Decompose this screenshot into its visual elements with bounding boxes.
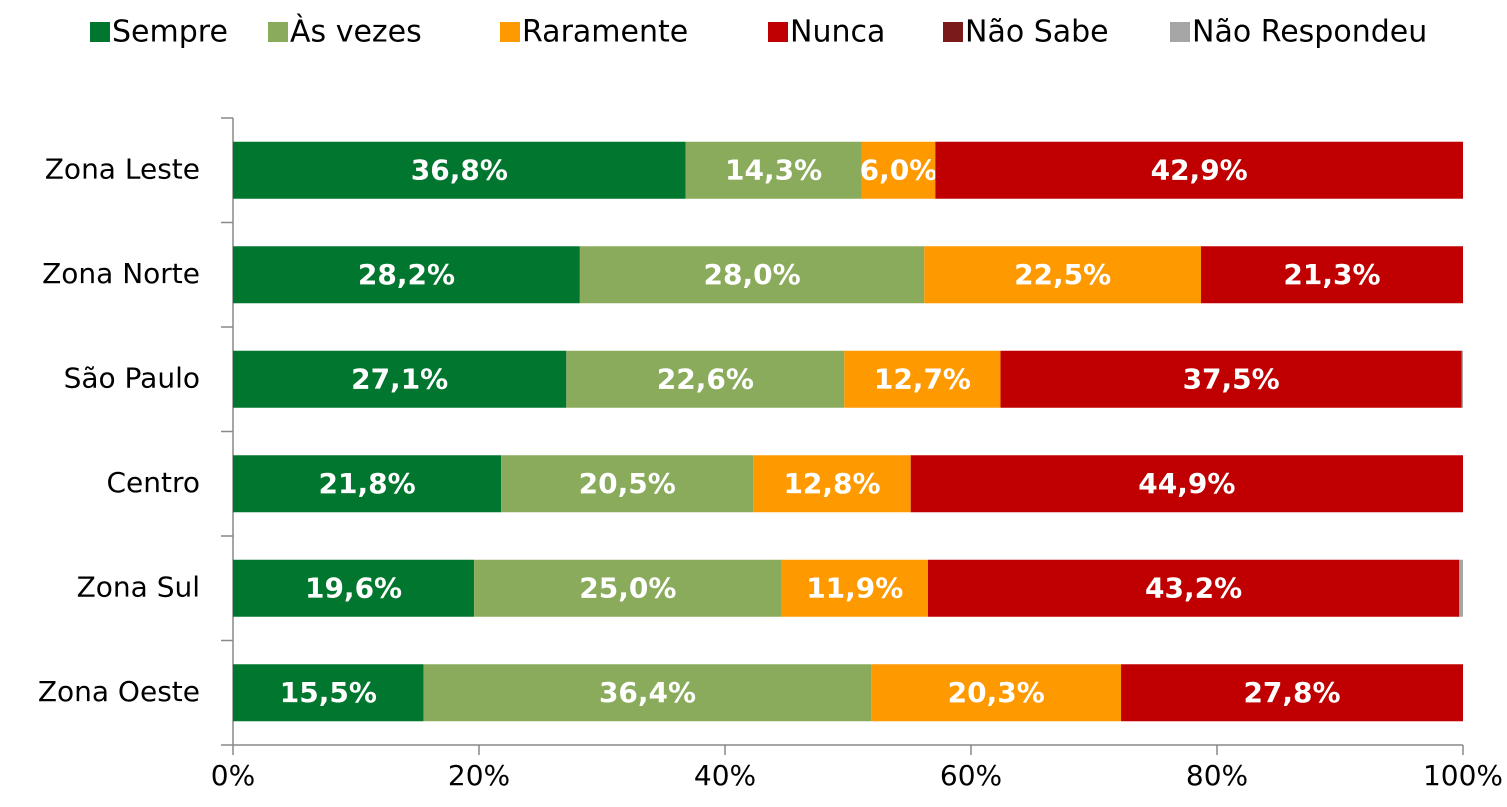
category-label: Zona Norte [42, 257, 200, 290]
bar-segment [924, 246, 1202, 304]
legend-label: Raramente [522, 15, 688, 50]
value-label: 20,3% [948, 676, 1045, 709]
legend-label: Às vezes [290, 14, 422, 50]
bar-segment [423, 664, 872, 722]
value-label: 11,9% [806, 571, 903, 604]
value-label: 22,6% [657, 362, 754, 395]
bar-segment [844, 350, 1001, 408]
bar-segment [935, 141, 1463, 199]
legend-swatch [943, 22, 963, 42]
legend-swatch [500, 22, 520, 42]
bar-segment [233, 141, 686, 199]
value-label: 12,8% [783, 467, 880, 500]
category-label: Zona Sul [77, 570, 200, 603]
bar-segment [233, 455, 502, 513]
bar-segment [910, 455, 1463, 513]
value-label: 28,2% [358, 258, 455, 291]
value-label: 25,0% [579, 571, 676, 604]
bar-segment [474, 559, 782, 617]
legend-label: Nunca [790, 15, 885, 50]
legend-swatch [268, 22, 288, 42]
category-label: São Paulo [64, 361, 200, 394]
value-label: 21,8% [318, 467, 415, 500]
legend-swatch [768, 22, 788, 42]
bar-segment [871, 664, 1122, 722]
legend-swatch [90, 22, 110, 42]
x-tick-label: 20% [448, 759, 510, 792]
value-label: 42,9% [1151, 153, 1248, 186]
x-tick-label: 0% [211, 759, 255, 792]
value-label: 6,0% [860, 153, 938, 186]
category-label: Zona Oeste [38, 675, 200, 708]
value-label: 14,3% [725, 153, 822, 186]
value-label: 43,2% [1145, 571, 1242, 604]
value-label: 27,1% [351, 362, 448, 395]
bar-segment [233, 246, 580, 304]
value-label: 12,7% [874, 362, 971, 395]
category-label: Centro [106, 466, 200, 499]
value-label: 36,8% [411, 153, 508, 186]
legend-label: Sempre [112, 15, 228, 50]
bar-segment [501, 455, 754, 513]
x-tick-label: 100% [1423, 759, 1503, 792]
bar-segment [927, 559, 1460, 617]
bar-segment [233, 664, 424, 722]
value-label: 27,8% [1243, 676, 1340, 709]
bar-segment [233, 559, 475, 617]
value-label: 37,5% [1183, 362, 1280, 395]
bar-segment [579, 246, 925, 304]
bar-segment [566, 350, 845, 408]
value-label: 22,5% [1014, 258, 1111, 291]
bar-segment [753, 455, 911, 513]
value-label: 44,9% [1138, 467, 1235, 500]
value-label: 21,3% [1283, 258, 1380, 291]
bar-segment [861, 141, 936, 199]
bar-segment [1000, 350, 1462, 408]
bar-segment [1121, 664, 1463, 722]
bar-segment [781, 559, 928, 617]
x-tick-label: 40% [694, 759, 756, 792]
bar-segment [1459, 559, 1463, 617]
bar-segment [1201, 246, 1463, 304]
bar-segment [1461, 350, 1463, 408]
x-tick-label: 80% [1186, 759, 1248, 792]
value-label: 28,0% [703, 258, 800, 291]
legend-swatch [1170, 22, 1190, 42]
category-label: Zona Leste [45, 152, 200, 185]
bar-segment [233, 350, 567, 408]
value-label: 19,6% [305, 571, 402, 604]
bar-segment [685, 141, 862, 199]
x-tick-label: 60% [940, 759, 1002, 792]
value-label: 15,5% [280, 676, 377, 709]
value-label: 20,5% [579, 467, 676, 500]
legend-label: Não Respondeu [1192, 15, 1427, 50]
value-label: 36,4% [599, 676, 696, 709]
legend-label: Não Sabe [965, 15, 1109, 50]
